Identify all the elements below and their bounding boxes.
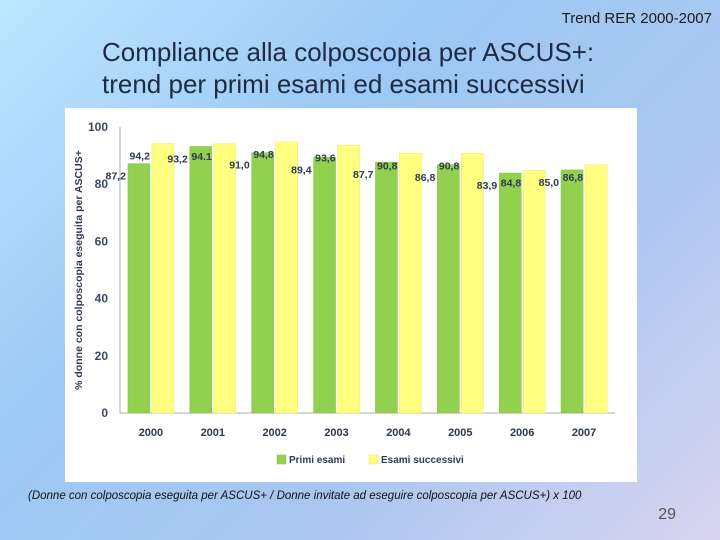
legend-label-successivi: Esami successivi [381,455,464,466]
y-tick-label: 80 [95,177,109,191]
bar-successivi-2007 [584,164,608,414]
footnote: (Donne con colposcopia eseguita per ASCU… [28,490,582,502]
slide-title: Compliance alla colposcopia per ASCUS+: … [102,36,594,100]
bar-chart: 0 20 40 60 80 100 % donne con colposcopia eseg… [73,120,615,466]
data-label-successivi-2002: 94,8 [253,149,274,161]
bar-successivi-2004 [399,153,422,414]
bar-primi-2002 [251,152,274,414]
data-label-successivi-2005: 90,8 [439,160,460,172]
bar-primi-2006 [498,172,522,414]
y-tick-label: 40 [95,292,109,306]
data-label-successivi-2001: 94.1 [191,151,212,163]
x-tick-label: 2000 [139,427,163,439]
data-label-successivi-2006: 84,8 [501,177,522,189]
y-tick-label: 20 [95,349,109,363]
bar-successivi-2005 [461,153,484,414]
y-axis-title: % donne con colposcopia eseguita per ASC… [73,150,85,390]
data-label-primi-2004: 87,7 [353,169,374,181]
data-label-primi-2005: 86,8 [415,172,436,184]
legend-swatch-primi [276,454,287,465]
x-tick-label: 2004 [386,427,411,439]
x-tick-label: 2001 [201,427,225,439]
data-label-primi-2006: 83,9 [477,180,498,192]
title-line-2: trend per primi esami ed esami successiv… [102,69,585,99]
bar-primi-2001 [189,146,213,414]
bar-successivi-2000 [151,143,175,414]
title-line-1: Compliance alla colposcopia per ASCUS+: [102,37,595,67]
x-tick-label: 2005 [448,427,472,439]
y-tick-label: 60 [95,234,109,248]
legend-swatch-successivi [368,454,379,465]
data-label-successivi-2003: 93,6 [315,152,336,164]
x-tick-label: 2006 [510,427,534,439]
bar-primi-2003 [313,157,336,414]
x-tick-label: 2002 [262,427,286,439]
data-label-primi-2007: 85,0 [539,177,560,189]
x-tick-label: 2007 [572,427,596,439]
bar-successivi-2003 [337,145,360,414]
bar-primi-2007 [560,169,584,414]
bar-successivi-2002 [275,141,298,414]
bar-primi-2004 [375,161,398,414]
bar-successivi-2006 [522,170,546,414]
legend-label-primi: Primi esami [289,455,345,466]
data-label-successivi-2000: 94,2 [130,151,151,163]
data-label-successivi-2007: 86,8 [563,172,584,184]
data-label-primi-2000: 87,2 [106,171,127,183]
bar-successivi-2001 [213,143,237,414]
data-label-primi-2003: 89,4 [291,164,312,176]
data-label-primi-2001: 93,2 [167,153,188,165]
slide-header: Trend RER 2000-2007 [561,10,712,27]
bar-primi-2005 [437,164,460,414]
page-number: 29 [658,506,676,523]
bar-primi-2000 [127,163,151,414]
y-tick-label: 100 [88,120,108,134]
x-tick-label: 2003 [324,427,348,439]
data-label-primi-2002: 91,0 [229,160,250,172]
data-label-successivi-2004: 90,8 [377,160,398,172]
y-tick-label: 0 [101,406,108,420]
